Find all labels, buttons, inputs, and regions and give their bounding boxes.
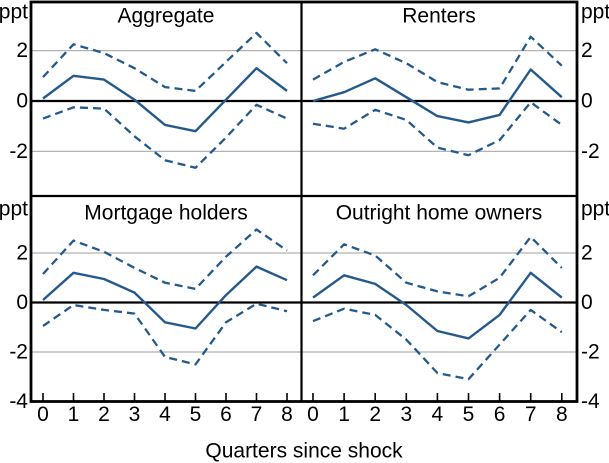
x-tick-label-col1: 6 xyxy=(494,403,506,426)
x-tick-label-col1: 0 xyxy=(307,403,319,426)
outright-home-owners-upper-dashed-band xyxy=(312,235,563,298)
y-tick-label-right: -2 xyxy=(581,341,600,364)
unit-label-right: ppt xyxy=(581,1,609,24)
x-tick-label-col0: 1 xyxy=(68,403,80,426)
y-tick-label-left: 0 xyxy=(16,291,28,314)
panel-title-renters: Renters xyxy=(402,5,476,28)
x-tick-label-col1: 4 xyxy=(432,403,444,426)
mortgage-holders-lower-dashed-band xyxy=(42,302,288,366)
outright-home-owners-lower-dashed-band xyxy=(312,307,563,381)
x-tick-label-col0: 7 xyxy=(251,403,263,426)
x-tick-label-col0: 3 xyxy=(129,403,141,426)
renters-lower-dashed-band xyxy=(312,101,563,157)
renters-solid-line xyxy=(312,68,563,124)
aggregate-upper-dashed-band xyxy=(42,31,288,93)
x-axis-title: Quarters since shock xyxy=(205,440,403,463)
unit-label-right: ppt xyxy=(581,198,609,221)
aggregate-lower-dashed-band xyxy=(42,103,288,169)
y-tick-label-right: 0 xyxy=(581,90,593,113)
panel-title-aggregate: Aggregate xyxy=(118,5,215,28)
y-tick-label-left: 2 xyxy=(16,39,28,62)
plot-border xyxy=(29,0,579,403)
mortgage-holders-upper-dashed-band xyxy=(42,228,288,291)
aggregate-solid-line xyxy=(42,66,288,133)
x-tick-label-col0: 4 xyxy=(159,403,171,426)
y-tick-label-right: -4 xyxy=(581,390,600,413)
x-tick-label-col1: 1 xyxy=(338,403,350,426)
x-tick-label-col0: 5 xyxy=(190,403,202,426)
panel-title-mortgage-holders: Mortgage holders xyxy=(84,202,247,225)
y-tick-label-left: -2 xyxy=(9,341,28,364)
outright-home-owners-solid-line xyxy=(312,271,563,340)
mortgage-holders-solid-line xyxy=(42,265,288,330)
y-tick-label-right: 2 xyxy=(581,242,593,265)
x-tick-label-col0: 0 xyxy=(37,403,49,426)
y-tick-label-left: -2 xyxy=(9,140,28,163)
x-tick-label-col0: 8 xyxy=(281,403,293,426)
y-tick-label-right: 2 xyxy=(581,39,593,62)
x-tick-label-col1: 3 xyxy=(400,403,412,426)
unit-label-left: ppt xyxy=(0,198,28,221)
y-tick-label-left: 0 xyxy=(16,90,28,113)
x-tick-label-col0: 6 xyxy=(220,403,232,426)
renters-upper-dashed-band xyxy=(312,35,563,91)
panel-title-outright-home-owners: Outright home owners xyxy=(336,202,543,225)
y-tick-label-left: 2 xyxy=(16,242,28,265)
x-tick-label-col1: 7 xyxy=(525,403,537,426)
x-tick-label-col1: 5 xyxy=(463,403,475,426)
x-tick-label-col0: 2 xyxy=(98,403,110,426)
x-tick-label-col1: 8 xyxy=(556,403,568,426)
y-tick-label-left: -4 xyxy=(9,390,28,413)
y-tick-label-right: 0 xyxy=(581,291,593,314)
y-tick-label-right: -2 xyxy=(581,140,600,163)
x-tick-label-col1: 2 xyxy=(369,403,381,426)
unit-label-left: ppt xyxy=(0,1,28,24)
